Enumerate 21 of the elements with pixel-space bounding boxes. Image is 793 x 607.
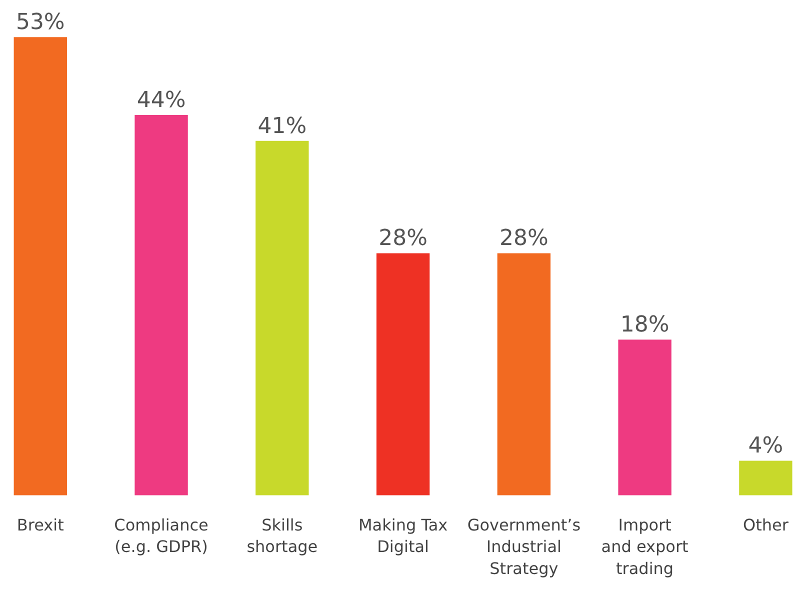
x-tick-label: Skills shortage [246,515,318,556]
x-tick-label: Government’s Industrial Strategy [467,515,581,578]
x-tick-label: Import and export trading [601,515,688,578]
x-tick-label: Compliance (e.g. GDPR) [114,515,208,556]
data-label: 4% [748,434,784,459]
bar [256,140,309,496]
bar [376,253,430,496]
data-label: 28% [378,226,428,252]
bar [14,37,67,496]
bar [497,253,551,496]
data-label: 41% [258,114,307,139]
bar [134,114,188,496]
data-label: 28% [499,226,548,252]
bar [739,460,792,496]
data-label: 44% [136,88,186,113]
x-tick-label: Other [742,515,789,534]
data-label: 53% [16,10,65,36]
bar [618,340,672,496]
x-tick-label: Brexit [16,515,64,534]
data-label: 18% [620,312,670,338]
x-tick-label: Making Tax Digital [358,515,448,556]
